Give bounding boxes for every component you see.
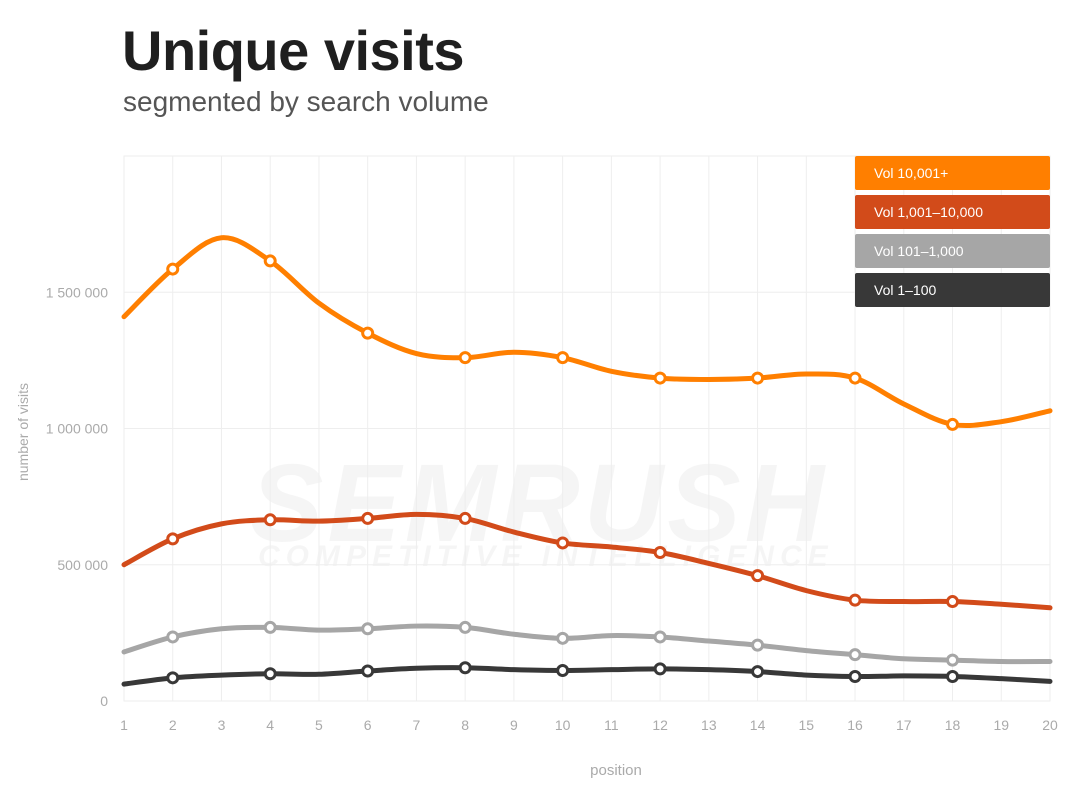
x-tick-label: 15 bbox=[799, 717, 815, 733]
series-0 bbox=[121, 235, 1053, 431]
x-tick-label: 19 bbox=[993, 717, 1009, 733]
data-point[interactable] bbox=[946, 669, 960, 683]
series-line bbox=[121, 511, 1053, 611]
x-tick-label: 4 bbox=[266, 717, 274, 733]
data-point[interactable] bbox=[361, 622, 375, 636]
data-point[interactable] bbox=[653, 662, 667, 676]
x-tick-label: 8 bbox=[461, 717, 469, 733]
data-point[interactable] bbox=[556, 536, 570, 550]
legend-item[interactable]: Vol 1,001–10,000 bbox=[855, 195, 1050, 229]
x-tick-label: 7 bbox=[413, 717, 421, 733]
data-point[interactable] bbox=[751, 371, 765, 385]
x-tick-label: 5 bbox=[315, 717, 323, 733]
x-tick-label: 12 bbox=[652, 717, 668, 733]
data-point[interactable] bbox=[946, 653, 960, 667]
x-tick-label: 2 bbox=[169, 717, 177, 733]
data-point[interactable] bbox=[263, 513, 277, 527]
legend-item[interactable]: Vol 101–1,000 bbox=[855, 234, 1050, 268]
chart-subtitle: segmented by search volume bbox=[123, 86, 489, 117]
data-point[interactable] bbox=[653, 545, 667, 559]
chart-title: Unique visits bbox=[122, 19, 465, 82]
series-3 bbox=[121, 661, 1053, 687]
x-tick-label: 18 bbox=[945, 717, 961, 733]
x-axis-ticks: 1 2 3 4 5 6 7 8 9 10 11 12 13 14 15 16 17 18 19 20 bbox=[120, 717, 1058, 733]
y-axis-ticks: 0 500 000 1 000 000 1 500 000 bbox=[46, 284, 109, 709]
data-point[interactable] bbox=[751, 569, 765, 583]
data-point[interactable] bbox=[946, 595, 960, 609]
series-line bbox=[121, 665, 1053, 687]
x-tick-label: 17 bbox=[896, 717, 912, 733]
data-point[interactable] bbox=[166, 671, 180, 685]
x-tick-label: 13 bbox=[701, 717, 717, 733]
y-tick-label: 1 000 000 bbox=[46, 421, 108, 437]
x-tick-label: 9 bbox=[510, 717, 518, 733]
data-point[interactable] bbox=[263, 667, 277, 681]
series-2 bbox=[121, 620, 1053, 667]
x-tick-label: 3 bbox=[218, 717, 226, 733]
data-point[interactable] bbox=[263, 254, 277, 268]
chart-series bbox=[121, 235, 1053, 687]
data-point[interactable] bbox=[751, 638, 765, 652]
x-tick-label: 1 bbox=[120, 717, 128, 733]
data-point[interactable] bbox=[458, 620, 472, 634]
y-tick-label: 1 500 000 bbox=[46, 284, 108, 300]
data-point[interactable] bbox=[361, 511, 375, 525]
y-tick-label: 500 000 bbox=[57, 557, 108, 573]
data-point[interactable] bbox=[166, 532, 180, 546]
data-point[interactable] bbox=[653, 371, 667, 385]
series-line bbox=[121, 623, 1053, 665]
legend-item[interactable]: Vol 10,001+ bbox=[855, 156, 1050, 190]
data-point[interactable] bbox=[556, 631, 570, 645]
x-tick-label: 6 bbox=[364, 717, 372, 733]
x-tick-label: 16 bbox=[847, 717, 863, 733]
series-1 bbox=[121, 511, 1053, 611]
data-point[interactable] bbox=[751, 665, 765, 679]
x-tick-label: 10 bbox=[555, 717, 571, 733]
chart-legend: Vol 10,001+ Vol 1,001–10,000 Vol 101–1,000… bbox=[855, 156, 1050, 312]
y-axis-label: number of visits bbox=[15, 383, 31, 481]
data-point[interactable] bbox=[166, 630, 180, 644]
data-point[interactable] bbox=[848, 371, 862, 385]
data-point[interactable] bbox=[166, 262, 180, 276]
y-tick-label: 0 bbox=[100, 693, 108, 709]
data-point[interactable] bbox=[361, 326, 375, 340]
data-point[interactable] bbox=[458, 661, 472, 675]
data-point[interactable] bbox=[848, 593, 862, 607]
data-point[interactable] bbox=[653, 630, 667, 644]
x-tick-label: 20 bbox=[1042, 717, 1058, 733]
legend-item[interactable]: Vol 1–100 bbox=[855, 273, 1050, 307]
data-point[interactable] bbox=[556, 351, 570, 365]
x-axis-label: position bbox=[590, 762, 642, 779]
data-point[interactable] bbox=[556, 663, 570, 677]
x-tick-label: 11 bbox=[604, 717, 619, 733]
x-tick-label: 14 bbox=[750, 717, 766, 733]
data-point[interactable] bbox=[946, 417, 960, 431]
data-point[interactable] bbox=[361, 664, 375, 678]
data-point[interactable] bbox=[848, 648, 862, 662]
data-point[interactable] bbox=[458, 351, 472, 365]
data-point[interactable] bbox=[458, 511, 472, 525]
data-point[interactable] bbox=[263, 620, 277, 634]
data-point[interactable] bbox=[848, 669, 862, 683]
